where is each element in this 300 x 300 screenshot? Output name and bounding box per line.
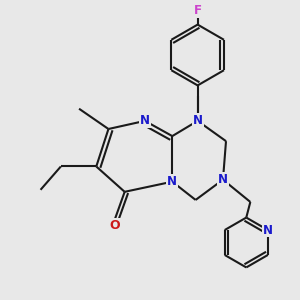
- Text: N: N: [140, 114, 150, 128]
- Text: N: N: [167, 175, 177, 188]
- Text: N: N: [263, 224, 273, 236]
- Text: F: F: [194, 4, 202, 17]
- Text: N: N: [193, 114, 202, 128]
- Text: N: N: [218, 173, 228, 186]
- Text: O: O: [109, 219, 120, 232]
